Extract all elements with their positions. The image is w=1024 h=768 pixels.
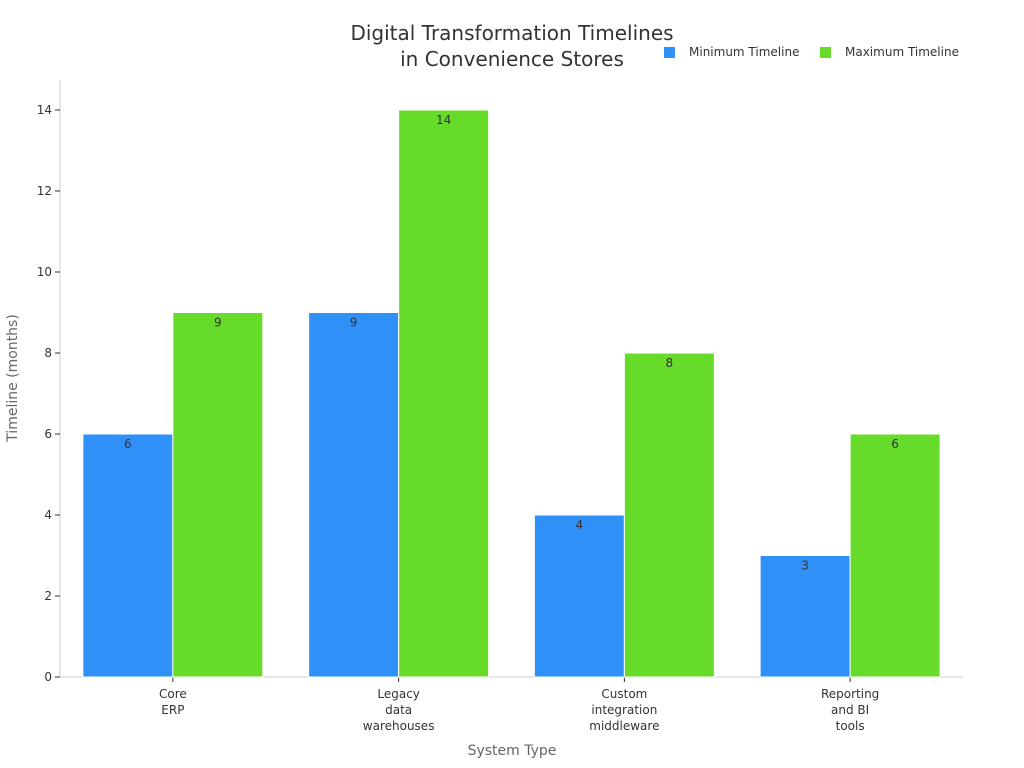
legend-label-minimum: Minimum Timeline <box>689 45 800 59</box>
x-tick-label: Custom integration middleware <box>554 686 694 734</box>
bar-value-label: 6 <box>891 437 899 451</box>
y-tick-label: 4 <box>44 508 52 522</box>
legend-item-maximum: Maximum Timeline <box>820 45 959 59</box>
x-tick-label-line: integration <box>591 703 658 717</box>
x-tick-label-line: middleware <box>589 719 660 733</box>
x-tick-label-line: Core <box>158 687 187 701</box>
x-tick-label-line: Reporting <box>820 687 880 701</box>
x-tick-label-line: ERP <box>161 703 185 717</box>
y-tick-label: 8 <box>44 346 52 360</box>
bar <box>759 555 851 678</box>
legend-swatch-minimum <box>664 46 675 58</box>
bar-value-label: 6 <box>124 437 132 451</box>
x-tick-label-line: and BI <box>831 703 870 717</box>
bar <box>623 352 715 678</box>
chart-title-line-2: in Convenience Stores <box>400 47 624 71</box>
bar-value-label: 9 <box>350 316 358 330</box>
chart-title-line-1: Digital Transformation Timelines <box>350 21 674 45</box>
y-tick-label: 6 <box>44 427 52 441</box>
x-tick-label-line: warehouses <box>362 719 435 733</box>
bar-value-label: 4 <box>576 518 584 532</box>
legend-swatch-maximum <box>820 46 831 58</box>
y-tick-label: 2 <box>44 589 52 603</box>
y-tick-label: 10 <box>37 265 52 279</box>
legend-label-maximum: Maximum Timeline <box>845 45 959 59</box>
x-tick-label: Legacy data warehouses <box>329 686 469 734</box>
x-tick-label-line: Custom <box>601 687 648 701</box>
bar <box>398 109 490 678</box>
x-axis-label: System Type <box>467 743 557 759</box>
bar <box>308 312 400 678</box>
bar <box>82 433 174 678</box>
x-tick-label-line: Legacy <box>377 687 420 701</box>
y-tick-label: 0 <box>44 670 52 684</box>
x-tick-label-line: tools <box>835 719 865 733</box>
y-tick-label: 14 <box>37 103 52 117</box>
x-tick-label: Core ERP <box>103 686 243 718</box>
bar-value-label: 3 <box>801 559 809 573</box>
bar <box>172 312 264 678</box>
x-tick-label-line: data <box>385 703 413 717</box>
y-tick-label: 12 <box>37 184 52 198</box>
bar-value-label: 8 <box>666 356 674 370</box>
y-axis-label: Timeline (months) <box>5 314 21 442</box>
bar <box>849 433 941 678</box>
bar-value-label: 14 <box>436 113 451 127</box>
x-tick-label: Reporting and BI tools <box>780 686 920 734</box>
bar-value-label: 9 <box>214 316 222 330</box>
bar <box>533 514 625 678</box>
legend-item-minimum: Minimum Timeline <box>664 45 799 59</box>
